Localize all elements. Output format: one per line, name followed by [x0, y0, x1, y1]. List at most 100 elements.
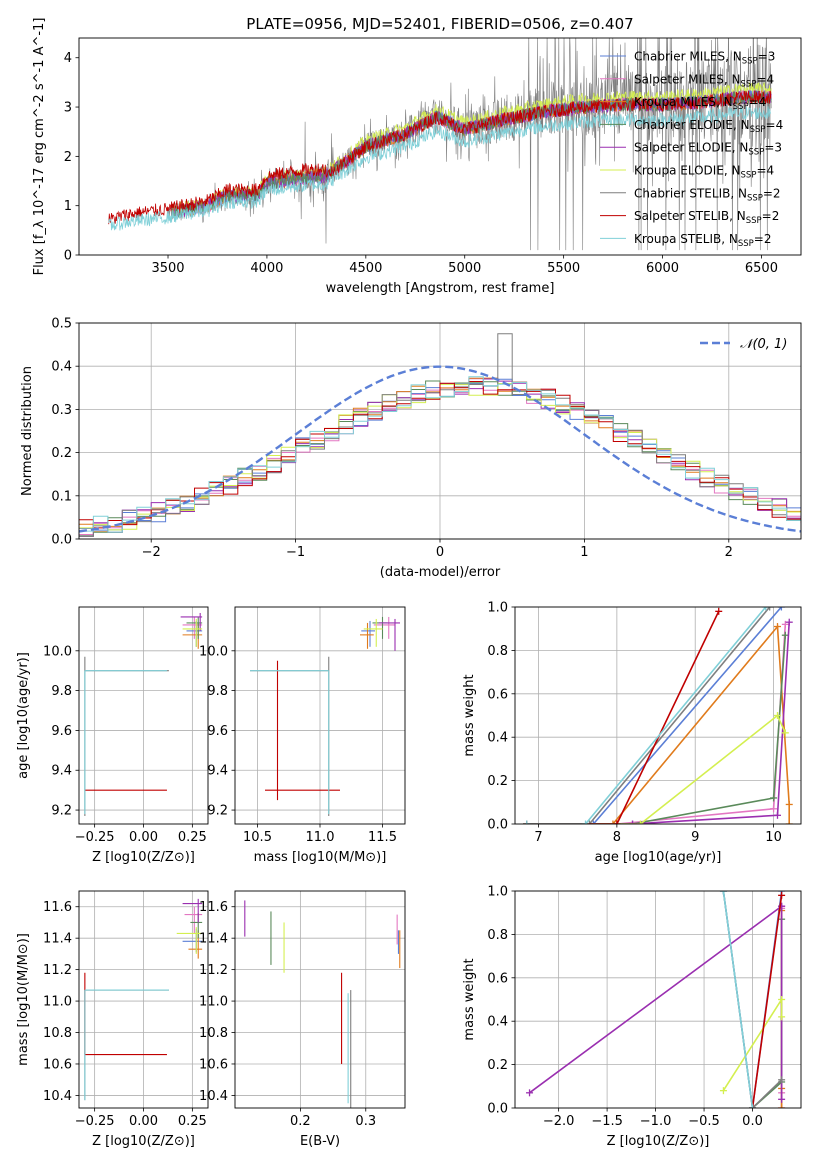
weight-marker [613, 820, 621, 824]
y-tick-label: 9.4 [51, 764, 72, 779]
y-tick-label: 11.4 [199, 932, 228, 947]
x-tick-label: −1 [286, 545, 305, 560]
mass-vs-Z-frame [78, 890, 209, 1109]
y-tick-label: 10.6 [43, 1057, 72, 1072]
legend-entry: Kroupa ELODIE, NSSP=4 [634, 164, 774, 181]
y-tick-label: 0.3 [51, 403, 72, 418]
weight-marker [770, 805, 778, 813]
x-tick-label: 0.3 [355, 1114, 376, 1129]
weight-line-kroupa-elodie [526, 714, 787, 824]
weight-marker [781, 729, 789, 737]
y-tick-label: 11.0 [43, 995, 72, 1010]
y-tick-label: 0.0 [51, 533, 72, 548]
legend-sub: SSP [738, 239, 754, 249]
x-tick-label: −0.25 [75, 830, 115, 845]
y-tick-label: 0.0 [487, 818, 508, 833]
y-tick-label: 11.6 [199, 900, 228, 915]
x-tick-label: −1.0 [640, 1114, 672, 1129]
mass-vs-Z-axes: −0.25 0.00 0.25 10.4 10.6 10.8 11.0 11.2 11.4 11.… [43, 891, 208, 1129]
x-tick-label: 11.0 [306, 830, 335, 845]
y-tick-label: 11.0 [199, 995, 228, 1010]
spectrum-frame [78, 37, 802, 256]
legend-label: Chabrier STELIB, N [634, 186, 747, 200]
weight-marker [766, 607, 774, 611]
legend-label: Kroupa MILES, N [634, 95, 733, 109]
x-tick-label: 0.25 [178, 1114, 207, 1129]
x-tick-label: 8 [613, 830, 621, 845]
x-tick-label: 0.2 [290, 1114, 311, 1129]
x-tick-label: 7 [534, 830, 542, 845]
x-tick-label: −2 [142, 545, 161, 560]
weight-marker [636, 820, 644, 824]
x-tick-label: 5500 [547, 261, 580, 276]
histogram-kroupa-stelib [79, 376, 801, 538]
y-tick-label: 9.8 [207, 684, 228, 699]
y-tick-label: 10.8 [43, 1026, 72, 1041]
legend-label: Salpeter ELODIE, N [634, 141, 748, 155]
y-tick-label: 11.2 [43, 963, 72, 978]
weight-marker [609, 820, 617, 824]
weight-marker [770, 794, 778, 802]
x-tick-label: 6500 [745, 261, 778, 276]
errorbar-point [186, 616, 203, 639]
residuals-frame [78, 322, 802, 540]
x-tick-label: 0.00 [129, 830, 158, 845]
x-tick-label: 3500 [151, 261, 184, 276]
x-tick-label: 10.5 [243, 830, 272, 845]
legend-entry: Chabrier MILES, NSSP=3 [634, 50, 775, 67]
y-tick-label: 3 [64, 101, 72, 116]
weight-marker [778, 1095, 786, 1103]
spectrum-legend: Chabrier MILES, NSSP=3 Salpeter MILES, NS… [600, 50, 783, 249]
mass-vs-EBV-xlabel: E(B-V) [300, 1134, 340, 1149]
mass-vs-Z-ylabel: mass [log10(M/M⊙)] [16, 933, 31, 1066]
normal-legend-label: 𝒩(0, 1) [740, 337, 787, 352]
y-tick-label: 10.0 [43, 644, 72, 659]
weight-marker [778, 1013, 786, 1021]
weight-line-chabrier-miles [526, 607, 783, 824]
errorbar-point [176, 927, 203, 954]
model-spectrum-salpeter-stelib [108, 90, 772, 225]
legend-label: Salpeter STELIB, N [634, 209, 746, 223]
legend-value: =2 [754, 232, 772, 246]
y-tick-label: 11.4 [43, 932, 72, 947]
weight-marker [785, 618, 793, 626]
age-vs-Z-frame [78, 606, 209, 825]
y-tick-label: 10.0 [199, 644, 228, 659]
x-tick-label: 9 [691, 830, 699, 845]
errorbar-point [363, 618, 383, 647]
massweight-vs-age-ylabel: mass weight [462, 674, 477, 756]
weight-marker [582, 820, 590, 824]
massweight-vs-Z-frame [514, 890, 802, 1109]
legend-sub: SSP [747, 193, 763, 203]
massweight-vs-Z-ylabel: mass weight [462, 958, 477, 1040]
weight-marker [749, 1104, 757, 1108]
legend-entry: Chabrier ELODIE, NSSP=4 [634, 118, 783, 135]
y-tick-label: 0.0 [487, 1102, 508, 1117]
y-tick-label: 10.6 [199, 1057, 228, 1072]
massweight-vs-Z-xlabel: Z [log10(Z/Z⊙)] [607, 1134, 710, 1149]
y-tick-label: 0.4 [487, 1015, 508, 1030]
legend-value: =2 [763, 186, 781, 200]
y-tick-label: 0.8 [487, 928, 508, 943]
x-tick-label: −0.25 [75, 1114, 115, 1129]
massweight-vs-age-xlabel: age [log10(age/yr)] [595, 850, 722, 865]
legend-entry: Salpeter STELIB, NSSP=2 [634, 209, 779, 226]
errorbar-point [378, 618, 400, 651]
weight-marker [762, 607, 770, 611]
y-tick-label: 11.2 [199, 963, 228, 978]
legend-value: =3 [764, 141, 782, 155]
age-vs-mass-frame [234, 606, 406, 825]
legend-entry: Salpeter MILES, NSSP=4 [634, 72, 774, 89]
x-tick-label: 5000 [448, 261, 481, 276]
errorbar-point [84, 989, 169, 1101]
legend-sub: SSP [733, 102, 749, 112]
y-tick-label: 10.4 [199, 1089, 228, 1104]
x-tick-label: −2.0 [543, 1114, 575, 1129]
y-tick-label: 1.0 [487, 601, 508, 616]
y-tick-label: 0.8 [487, 644, 508, 659]
figure-title: PLATE=0956, MJD=52401, FIBERID=0506, z=0… [246, 15, 633, 33]
weight-line-salpeter-stelib [751, 895, 783, 1108]
errorbar-point [84, 670, 167, 815]
errorbar-point [182, 898, 203, 923]
y-tick-label: 2 [64, 150, 72, 165]
